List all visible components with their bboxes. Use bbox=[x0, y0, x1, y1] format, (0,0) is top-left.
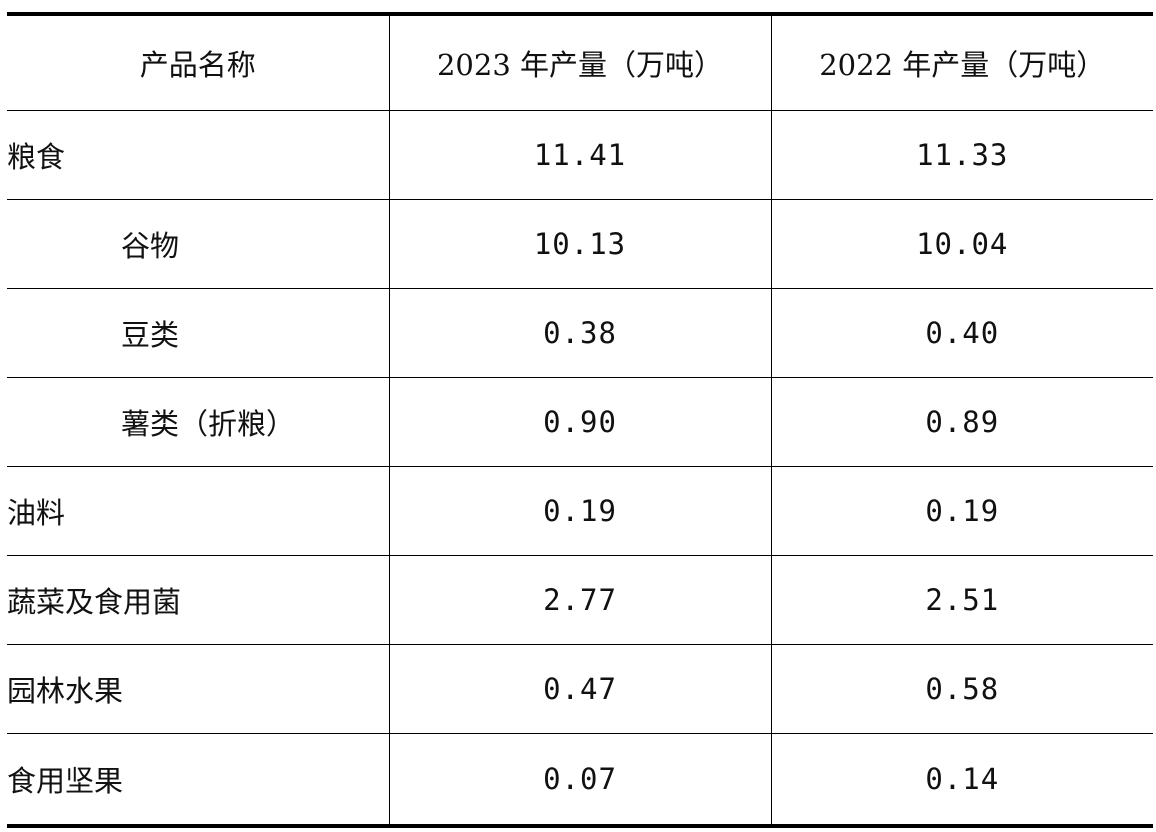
row-value-2023: 0.07 bbox=[388, 732, 771, 827]
row-name: 园林水果 bbox=[7, 643, 389, 734]
table-row: 园林水果 0.47 0.58 bbox=[7, 643, 1153, 734]
table-row: 薯类（折粮） 0.90 0.89 bbox=[7, 376, 1153, 467]
row-value-2023: 0.90 bbox=[388, 376, 771, 467]
row-value-2022: 0.14 bbox=[770, 732, 1153, 827]
row-value-2022: 0.19 bbox=[770, 465, 1153, 556]
row-value-2022: 0.58 bbox=[770, 643, 1153, 734]
table-row: 油料 0.19 0.19 bbox=[7, 465, 1153, 556]
row-name: 蔬菜及食用菌 bbox=[7, 554, 389, 645]
table-row: 谷物 10.13 10.04 bbox=[7, 198, 1153, 289]
production-table: 产品名称 2023 年产量（万吨） 2022 年产量（万吨） 粮食 11.41 … bbox=[7, 12, 1153, 828]
row-name: 谷物 bbox=[7, 198, 389, 289]
row-name: 薯类（折粮） bbox=[7, 376, 389, 467]
header-product-name: 产品名称 bbox=[7, 13, 389, 111]
row-value-2023: 0.47 bbox=[388, 643, 771, 734]
row-value-2022: 10.04 bbox=[770, 198, 1153, 289]
table-row: 粮食 11.41 11.33 bbox=[7, 109, 1153, 200]
row-value-2023: 0.19 bbox=[388, 465, 771, 556]
row-value-2023: 2.77 bbox=[388, 554, 771, 645]
table-row: 食用坚果 0.07 0.14 bbox=[7, 732, 1153, 827]
row-name: 油料 bbox=[7, 465, 389, 556]
row-name: 粮食 bbox=[7, 109, 389, 200]
table-row: 豆类 0.38 0.40 bbox=[7, 287, 1153, 378]
header-output-2023: 2023 年产量（万吨） bbox=[388, 13, 771, 111]
header-output-2022: 2022 年产量（万吨） bbox=[770, 13, 1153, 111]
row-name: 豆类 bbox=[7, 287, 389, 378]
row-value-2023: 0.38 bbox=[388, 287, 771, 378]
row-value-2023: 11.41 bbox=[388, 109, 771, 200]
table-header-row: 产品名称 2023 年产量（万吨） 2022 年产量（万吨） bbox=[7, 13, 1153, 111]
table-row: 蔬菜及食用菌 2.77 2.51 bbox=[7, 554, 1153, 645]
row-value-2022: 11.33 bbox=[770, 109, 1153, 200]
row-value-2022: 2.51 bbox=[770, 554, 1153, 645]
row-value-2022: 0.40 bbox=[770, 287, 1153, 378]
row-name: 食用坚果 bbox=[7, 732, 389, 827]
row-value-2023: 10.13 bbox=[388, 198, 771, 289]
row-value-2022: 0.89 bbox=[770, 376, 1153, 467]
